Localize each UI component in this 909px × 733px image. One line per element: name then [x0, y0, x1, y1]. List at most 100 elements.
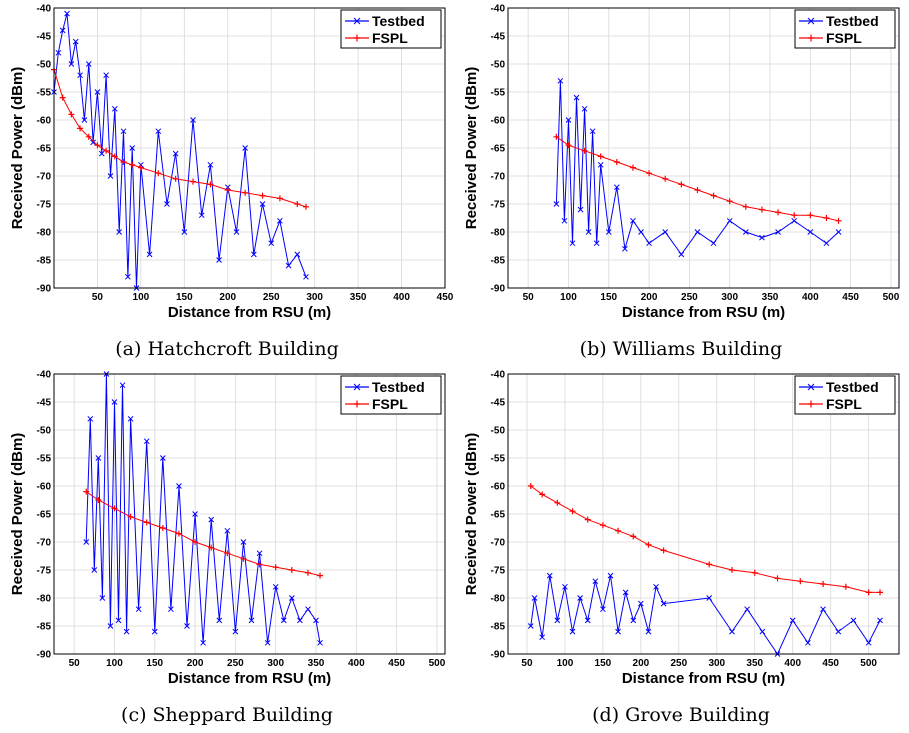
data-point	[553, 201, 560, 207]
data-point	[597, 153, 604, 160]
data-point	[224, 187, 231, 193]
data-point	[751, 569, 758, 576]
data-point	[554, 499, 561, 506]
data-point	[198, 212, 205, 219]
data-point	[660, 600, 667, 607]
data-point	[98, 150, 105, 157]
data-point	[111, 105, 118, 112]
chart-panel-williams: 50 100 150 200 250 300 350 400 450 500 -90 -85 -80 -7…	[454, 0, 908, 366]
x-axis-label: Distance from RSU (m)	[168, 304, 331, 321]
data-point	[729, 628, 735, 635]
x-tick-label: 350	[746, 658, 763, 669]
data-point	[77, 125, 84, 132]
x-tick-label: 300	[306, 292, 323, 303]
series-line	[85, 373, 321, 643]
y-tick-label: -50	[37, 426, 52, 437]
data-point	[111, 505, 118, 512]
data-point	[742, 203, 749, 210]
data-point	[256, 550, 263, 557]
data-point	[694, 187, 701, 193]
data-point	[622, 245, 628, 252]
y-tick-label: -75	[37, 566, 52, 577]
data-point	[68, 111, 75, 118]
data-point	[577, 595, 583, 601]
data-point	[305, 606, 311, 613]
data-point	[638, 229, 644, 235]
data-point	[303, 273, 309, 280]
data-point	[569, 240, 576, 247]
y-tick-label: -80	[37, 594, 52, 605]
x-tick-label: 250	[670, 658, 687, 669]
data-point	[539, 491, 546, 498]
data-point	[823, 215, 830, 221]
data-point	[823, 240, 830, 247]
data-point	[172, 150, 179, 157]
data-point	[728, 567, 735, 573]
data-point	[99, 595, 106, 601]
data-point	[135, 606, 142, 613]
data-point	[630, 217, 636, 224]
data-point	[791, 212, 798, 219]
data-point	[593, 240, 600, 247]
data-point	[569, 508, 576, 515]
data-point	[119, 382, 126, 389]
legend-box	[794, 375, 896, 415]
x-tick-label: 200	[641, 292, 658, 303]
legend-label: Testbed	[826, 379, 879, 395]
series-fspl	[51, 66, 309, 210]
data-point	[159, 455, 166, 461]
x-tick-label: 150	[600, 292, 617, 303]
data-point	[123, 628, 130, 635]
data-point	[317, 639, 323, 646]
y-tick-label: -45	[491, 32, 506, 43]
y-tick-label: -65	[37, 144, 52, 155]
y-tick-label: -50	[491, 426, 506, 437]
chart-caption: (b) Williams Building	[579, 338, 783, 360]
data-point	[129, 161, 136, 168]
plot-frame	[507, 7, 900, 289]
chart-panel-sheppard: 50 100 150 200 250 300 350 400 450 500 -90 -85 -80 -7…	[0, 366, 454, 732]
data-point	[111, 153, 118, 160]
data-point	[569, 628, 576, 635]
data-point	[706, 595, 713, 601]
data-point	[531, 595, 538, 601]
data-point	[240, 555, 247, 562]
data-point	[127, 513, 134, 520]
y-tick-label: -85	[37, 256, 52, 267]
legend-marker	[353, 17, 361, 25]
data-point	[565, 142, 572, 149]
data-point	[706, 561, 713, 568]
data-point	[584, 516, 591, 523]
data-point	[242, 145, 249, 151]
data-point	[775, 229, 781, 235]
data-point	[242, 189, 249, 196]
data-point	[775, 209, 782, 216]
data-point	[797, 578, 804, 585]
x-tick-label: 150	[146, 658, 163, 669]
data-point	[192, 511, 198, 517]
data-point	[877, 617, 883, 624]
data-point	[865, 639, 872, 646]
x-tick-label: 100	[133, 292, 150, 303]
data-point	[55, 49, 62, 56]
y-tick-label: -90	[491, 284, 506, 295]
data-point	[294, 201, 301, 207]
data-point	[807, 229, 814, 235]
data-point	[597, 161, 604, 168]
legend-box	[794, 9, 896, 49]
legend-marker	[353, 400, 361, 408]
y-tick-label: -55	[37, 454, 52, 465]
x-axis-label: Distance from RSU (m)	[622, 670, 785, 687]
data-point	[192, 539, 199, 545]
legend-box	[340, 9, 442, 49]
data-point	[638, 600, 644, 607]
data-point	[277, 217, 283, 224]
data-point	[744, 606, 751, 613]
data-point	[95, 455, 102, 461]
y-tick-label: -60	[37, 116, 52, 127]
y-tick-label: -75	[37, 200, 52, 211]
data-point	[646, 240, 652, 247]
data-point	[546, 572, 553, 579]
data-point	[313, 617, 319, 624]
